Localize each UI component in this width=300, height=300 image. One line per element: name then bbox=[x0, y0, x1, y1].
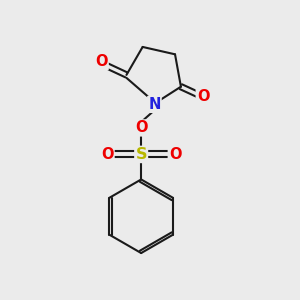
Text: O: O bbox=[101, 147, 114, 162]
Text: N: N bbox=[148, 97, 160, 112]
Text: O: O bbox=[95, 54, 108, 69]
Text: O: O bbox=[135, 120, 147, 135]
Text: O: O bbox=[169, 147, 181, 162]
Text: S: S bbox=[135, 147, 147, 162]
Text: O: O bbox=[197, 89, 209, 104]
